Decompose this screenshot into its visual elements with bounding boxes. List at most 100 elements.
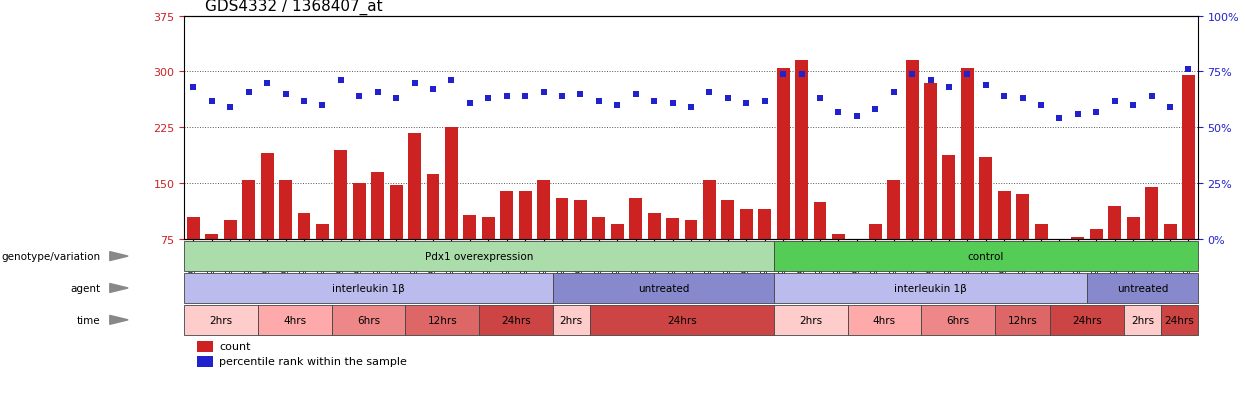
Bar	[1108, 206, 1122, 240]
Bar	[427, 174, 439, 240]
Bar	[740, 210, 753, 240]
Bar	[553, 305, 590, 335]
Point	[220, 104, 240, 111]
Bar	[961, 69, 974, 240]
Point	[1142, 93, 1162, 100]
Point	[700, 89, 720, 96]
Bar	[197, 356, 213, 367]
Point	[1050, 116, 1069, 122]
Bar	[924, 83, 937, 240]
Point	[442, 78, 462, 85]
Bar	[647, 214, 661, 240]
Point	[626, 91, 646, 98]
Bar	[537, 180, 550, 240]
Point	[681, 104, 701, 111]
Text: 12hrs: 12hrs	[1007, 315, 1037, 325]
Point	[995, 93, 1015, 100]
Text: 12hrs: 12hrs	[427, 315, 457, 325]
Point	[202, 98, 222, 104]
Point	[644, 98, 664, 104]
Text: Pdx1 overexpression: Pdx1 overexpression	[425, 252, 533, 261]
Point	[478, 96, 498, 102]
Point	[1087, 109, 1107, 116]
Bar	[942, 156, 955, 240]
Point	[903, 71, 923, 78]
Bar	[187, 217, 200, 240]
Point	[350, 93, 370, 100]
Point	[552, 93, 571, 100]
Point	[976, 82, 996, 89]
Bar	[243, 180, 255, 240]
Text: 2hrs: 2hrs	[799, 315, 822, 325]
Point	[718, 96, 738, 102]
Point	[754, 98, 774, 104]
Text: 2hrs: 2hrs	[560, 315, 583, 325]
Point	[367, 89, 387, 96]
Bar	[574, 200, 586, 240]
Bar	[1035, 225, 1047, 240]
Bar	[352, 184, 366, 240]
Text: untreated: untreated	[1117, 283, 1168, 293]
Text: agent: agent	[71, 283, 101, 293]
Point	[589, 98, 609, 104]
Point	[957, 71, 977, 78]
Point	[1160, 104, 1180, 111]
Point	[386, 96, 406, 102]
Bar	[721, 200, 735, 240]
Bar	[1127, 217, 1139, 240]
Bar	[832, 234, 845, 240]
Bar	[184, 273, 553, 303]
Bar	[298, 214, 310, 240]
Polygon shape	[110, 316, 128, 325]
Text: percentile rank within the sample: percentile rank within the sample	[219, 356, 407, 366]
Bar	[444, 128, 458, 240]
Polygon shape	[110, 252, 128, 261]
Bar	[905, 61, 919, 240]
Bar	[184, 305, 258, 335]
Point	[534, 89, 554, 96]
Bar	[1164, 225, 1177, 240]
Bar	[335, 150, 347, 240]
Bar	[316, 225, 329, 240]
Text: 6hrs: 6hrs	[946, 315, 970, 325]
Text: 6hrs: 6hrs	[357, 315, 380, 325]
Text: 24hrs: 24hrs	[1072, 315, 1102, 325]
Point	[884, 89, 904, 96]
Bar	[258, 305, 331, 335]
Text: GDS4332 / 1368407_at: GDS4332 / 1368407_at	[204, 0, 382, 15]
Bar	[1124, 305, 1160, 335]
Text: genotype/variation: genotype/variation	[1, 252, 101, 261]
Bar	[463, 215, 477, 240]
Bar	[553, 273, 774, 303]
Bar	[390, 185, 402, 240]
Text: 24hrs: 24hrs	[500, 315, 530, 325]
Point	[662, 100, 682, 107]
Point	[1068, 112, 1088, 118]
Point	[828, 109, 848, 116]
Text: control: control	[967, 252, 1003, 261]
Point	[939, 85, 959, 91]
Text: time: time	[77, 315, 101, 325]
Bar	[1145, 188, 1158, 240]
Point	[258, 80, 278, 87]
Bar	[590, 305, 774, 335]
Point	[865, 107, 885, 114]
Point	[1104, 98, 1124, 104]
Polygon shape	[110, 284, 128, 293]
Bar	[774, 273, 1087, 303]
Point	[1012, 96, 1032, 102]
Bar	[685, 221, 697, 240]
Text: 4hrs: 4hrs	[284, 315, 306, 325]
Point	[847, 114, 867, 120]
Bar	[980, 158, 992, 240]
Bar	[848, 305, 921, 335]
Point	[331, 78, 351, 85]
Text: interleukin 1β: interleukin 1β	[894, 283, 967, 293]
Point	[294, 98, 314, 104]
Bar	[997, 191, 1011, 240]
Point	[183, 85, 203, 91]
Bar	[406, 305, 479, 335]
Bar	[774, 305, 848, 335]
Bar	[1182, 76, 1195, 240]
Bar	[279, 180, 293, 240]
